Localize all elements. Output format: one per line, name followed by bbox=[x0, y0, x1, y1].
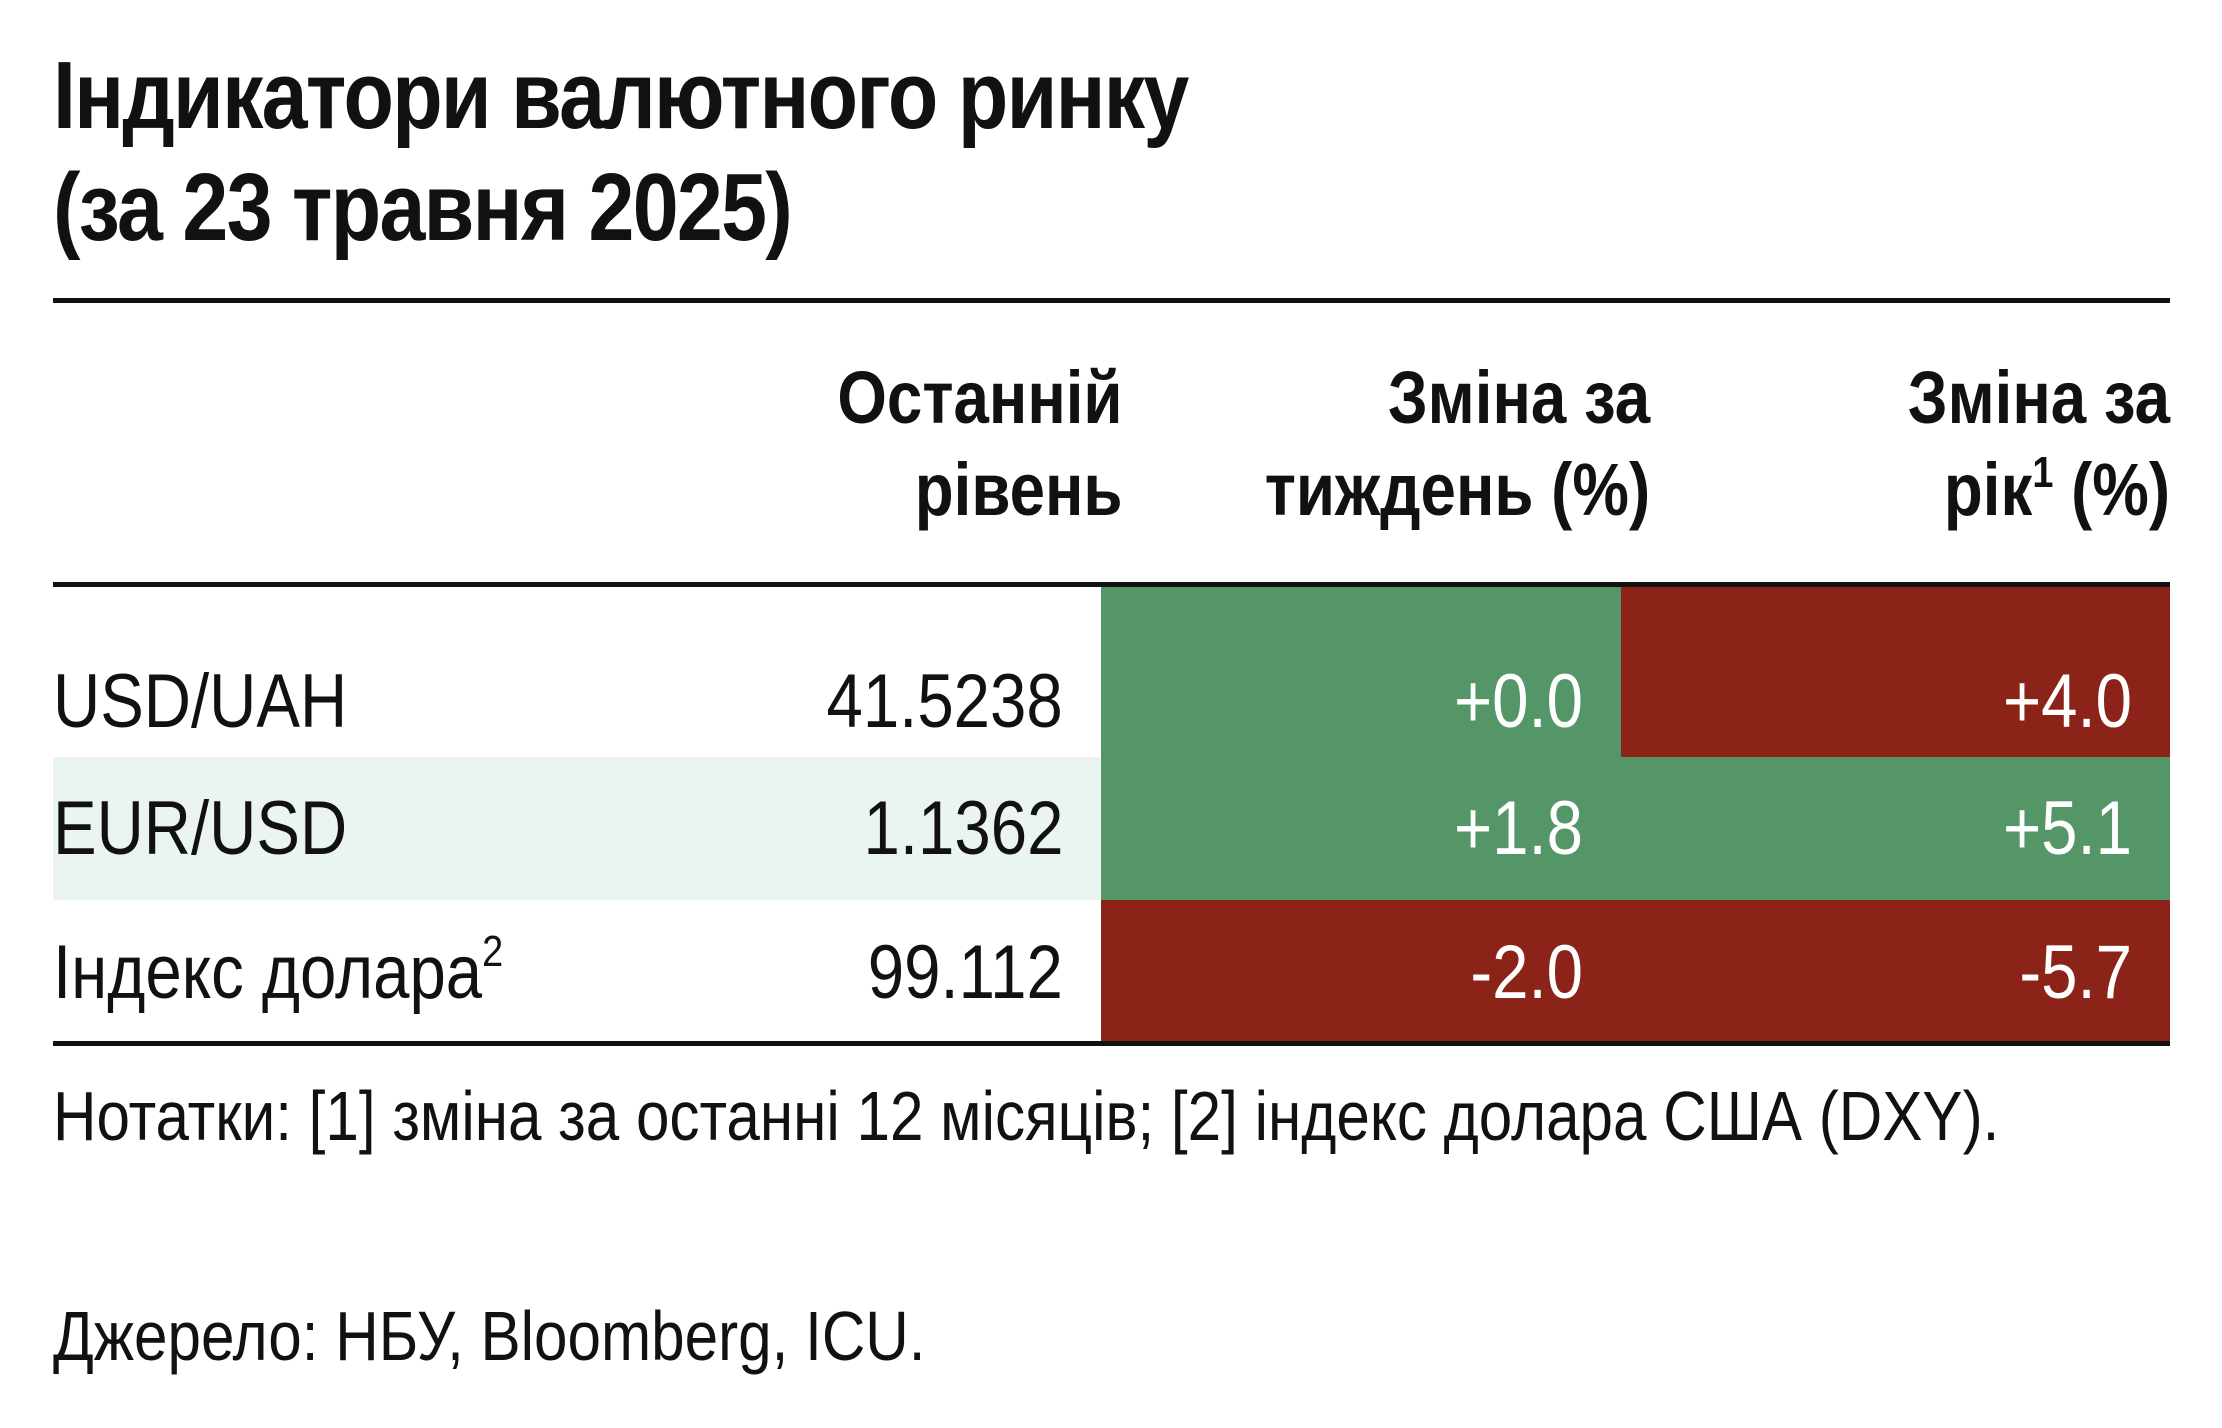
row-label: EUR/USD bbox=[53, 757, 753, 900]
top-rule bbox=[53, 298, 2170, 303]
row-label-name: EUR/USD bbox=[53, 786, 348, 871]
row-label-text: USD/UAH bbox=[53, 658, 347, 745]
figure-title: Індикатори валютного ринку (за 23 травня… bbox=[53, 40, 1189, 264]
week-change-value: -2.0 bbox=[1470, 929, 1583, 1015]
level-value: 1.1362 bbox=[863, 786, 1063, 871]
title-line-1: Індикатори валютного ринку bbox=[53, 42, 1189, 149]
level-cell: 41.5238 bbox=[753, 587, 1101, 757]
table-row: Індекс долара2 99.112 -2.0 -5.7 bbox=[53, 900, 2170, 1044]
row-label: Індекс долара2 bbox=[53, 900, 753, 1044]
column-header-year: Зміна за рік1 (%) bbox=[1908, 352, 2170, 536]
year-change-cell: +5.1 bbox=[1621, 757, 2170, 900]
column-header-level-line2: рівень bbox=[915, 448, 1123, 531]
title-line-2: (за 23 травня 2025) bbox=[53, 154, 793, 261]
row-label-name: USD/UAH bbox=[53, 659, 348, 744]
column-header-level-line1: Останній bbox=[837, 356, 1123, 439]
column-header-year-line1: Зміна за bbox=[1907, 356, 2170, 439]
column-header-year-line2: рік1 (%) bbox=[1908, 444, 2170, 536]
row-label-text: Індекс долара2 bbox=[53, 929, 503, 1016]
row-background bbox=[53, 757, 1101, 900]
footnotes: Нотатки: [1] зміна за останні 12 місяців… bbox=[53, 1077, 2000, 1155]
source-note: Джерело: НБУ, Bloomberg, ICU. bbox=[53, 1297, 926, 1375]
year-change-value: +5.1 bbox=[2002, 786, 2132, 871]
table-row: USD/UAH 41.5238 +0.0 +4.0 bbox=[53, 587, 2170, 757]
column-header-week-line2: тиждень (%) bbox=[1264, 448, 1650, 531]
year-change-value: -5.7 bbox=[2019, 929, 2132, 1015]
week-change-value: +1.8 bbox=[1453, 786, 1583, 871]
column-header-year-word: рік bbox=[1943, 448, 2033, 531]
week-change-cell: +0.0 bbox=[1101, 587, 1621, 757]
year-change-cell: -5.7 bbox=[1621, 900, 2170, 1044]
level-value: 99.112 bbox=[867, 929, 1063, 1015]
footnote-marker-1: 1 bbox=[2032, 448, 2054, 497]
level-value: 41.5238 bbox=[826, 659, 1063, 744]
level-cell: 1.1362 bbox=[753, 757, 1101, 900]
column-header-level: Останній рівень bbox=[838, 352, 1123, 536]
year-change-cell: +4.0 bbox=[1621, 587, 2170, 757]
level-cell: 99.112 bbox=[753, 900, 1101, 1044]
footnote-marker-2: 2 bbox=[482, 926, 504, 976]
table-row: EUR/USD 1.1362 +1.8 +5.1 bbox=[53, 757, 2170, 900]
week-change-value: +0.0 bbox=[1453, 659, 1583, 744]
bottom-rule bbox=[53, 1041, 2170, 1046]
column-header-week: Зміна за тиждень (%) bbox=[1265, 352, 1650, 536]
week-change-cell: +1.8 bbox=[1101, 757, 1621, 900]
week-change-cell: -2.0 bbox=[1101, 900, 1621, 1044]
year-change-value: +4.0 bbox=[2002, 659, 2132, 744]
row-label-name: Індекс долара bbox=[53, 929, 483, 1015]
row-label: USD/UAH bbox=[53, 587, 753, 757]
column-header-year-unit: (%) bbox=[2053, 448, 2170, 531]
column-header-week-line1: Зміна за bbox=[1387, 356, 1650, 439]
header-rule bbox=[53, 582, 2170, 587]
row-label-text: EUR/USD bbox=[53, 785, 347, 872]
